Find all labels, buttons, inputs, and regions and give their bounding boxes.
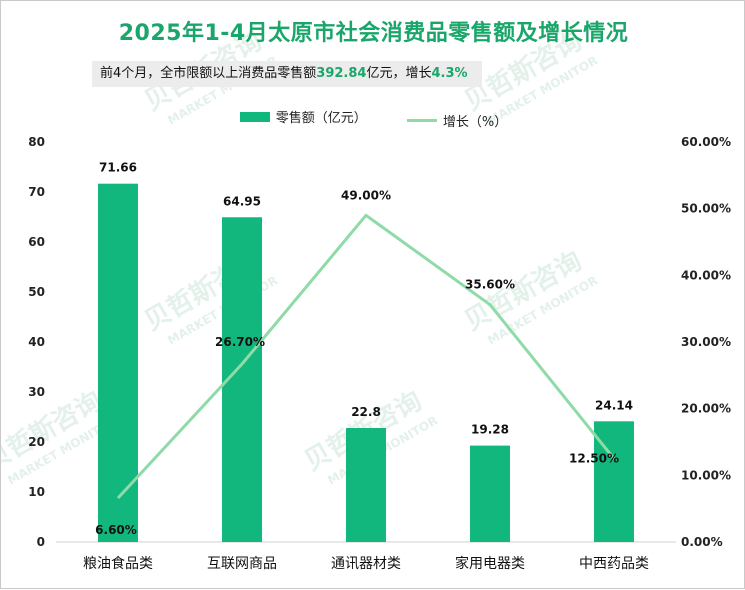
bar <box>346 428 386 542</box>
bar-data-label: 71.66 <box>99 161 137 175</box>
category-label: 互联网商品 <box>207 556 277 572</box>
left-axis-tick: 50 <box>28 285 45 299</box>
category-label: 家用电器类 <box>455 555 525 572</box>
growth-line <box>116 213 616 500</box>
legend: 零售额（亿元） 增长（%） <box>1 107 745 130</box>
left-axis-tick: 30 <box>28 385 45 399</box>
summary-growth: 4.3% <box>431 66 468 81</box>
left-axis-tick: 80 <box>28 135 45 149</box>
summary-prefix: 前4个月，全市限额以上消费品零售额 <box>100 66 317 81</box>
left-axis-tick: 20 <box>28 435 45 449</box>
summary-value: 392.84 <box>316 66 367 81</box>
left-axis-tick: 10 <box>28 485 45 499</box>
growth-data-label: 6.60% <box>95 523 137 537</box>
category-labels: 粮油食品类 互联网商品 通讯器材类 家用电器类 中西药品类 <box>83 555 649 572</box>
right-axis-tick: 30.00% <box>681 335 731 349</box>
right-axis-tick: 0.00% <box>681 535 723 549</box>
left-axis: 0 10 20 30 40 50 60 70 80 <box>28 135 45 549</box>
legend-line-swatch <box>406 118 437 122</box>
summary-unit: 亿元，增长 <box>366 66 432 81</box>
right-axis-tick: 20.00% <box>681 402 731 416</box>
bar-data-label: 19.28 <box>471 423 509 437</box>
left-axis-tick: 0 <box>37 535 45 549</box>
legend-item-growth: 增长（%） <box>406 111 508 130</box>
line-series: 6.60% 26.70% 49.00% 35.60% 12.50% <box>95 188 619 537</box>
bar-data-label: 24.14 <box>595 398 633 412</box>
growth-data-label: 49.00% <box>341 188 391 202</box>
growth-data-label: 26.70% <box>215 335 265 349</box>
left-axis-tick: 40 <box>28 335 45 349</box>
growth-data-label: 12.50% <box>569 452 619 466</box>
right-axis-tick: 40.00% <box>681 268 731 282</box>
right-axis: 0.00% 10.00% 20.00% 30.00% 40.00% 50.00% 60.00… <box>681 135 731 549</box>
bar <box>470 445 510 542</box>
left-axis-tick: 60 <box>28 235 45 249</box>
legend-label-sales: 零售额（亿元） <box>275 111 367 126</box>
bar-data-label: 64.95 <box>223 194 261 208</box>
right-axis-tick: 10.00% <box>681 468 731 482</box>
summary-banner: 前4个月，全市限额以上消费品零售额392.84亿元，增长4.3% <box>92 61 482 87</box>
category-label: 粮油食品类 <box>83 555 153 572</box>
legend-item-sales: 零售额（亿元） <box>239 107 367 126</box>
right-axis-tick: 60.00% <box>681 135 731 149</box>
legend-bar-swatch <box>239 111 270 122</box>
right-axis-tick: 50.00% <box>681 202 731 216</box>
growth-data-label: 35.60% <box>465 278 515 292</box>
chart-title: 2025年1-4月太原市社会消费品零售额及增长情况 <box>118 21 629 46</box>
bar-series: 71.66 64.95 22.8 19.28 24.14 <box>98 161 634 542</box>
bar-data-label: 22.8 <box>351 405 381 419</box>
legend-label-growth: 增长（%） <box>442 114 508 130</box>
category-label: 通讯器材类 <box>331 556 401 572</box>
category-label: 中西药品类 <box>579 556 649 572</box>
bar <box>98 183 138 542</box>
left-axis-tick: 70 <box>28 185 45 199</box>
